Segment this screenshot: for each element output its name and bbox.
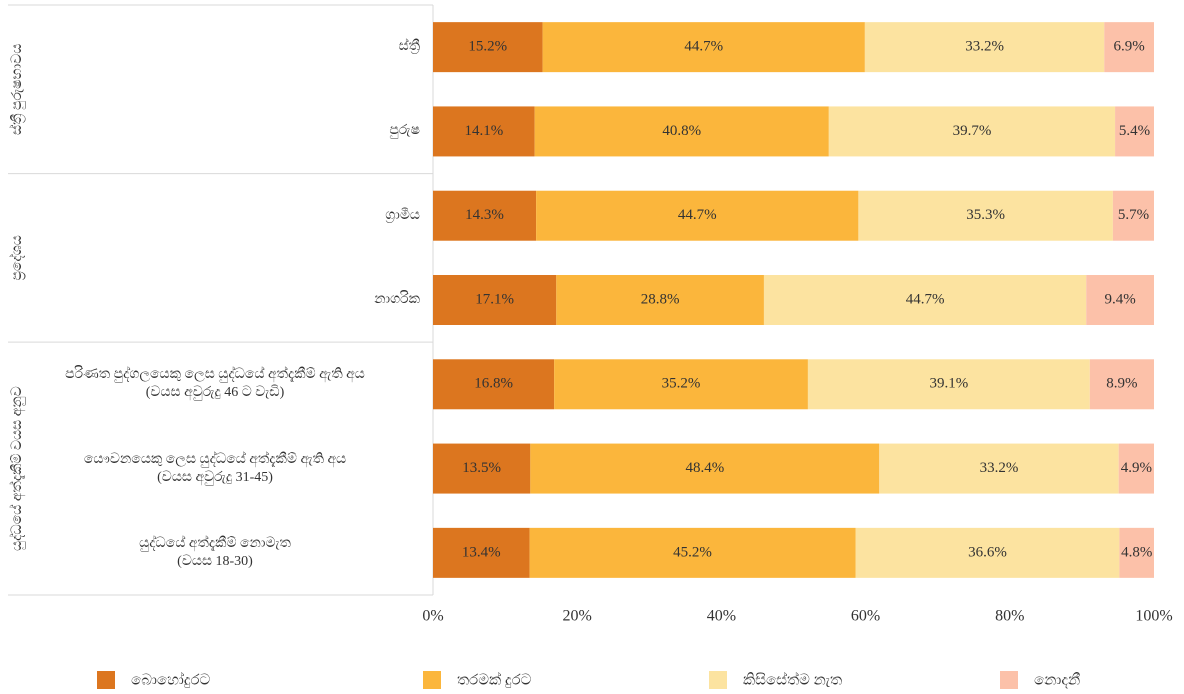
y-tick-label: ග්‍රාමීය	[385, 207, 420, 223]
value-label: 5.4%	[1119, 123, 1150, 139]
y-tick-label: යෞවනයෙකු ලෙස යුද්ධයේ අත්දැකීම් ඇති අය (ව…	[83, 451, 347, 485]
value-label: 14.1%	[464, 123, 503, 139]
bar-segment	[554, 359, 808, 410]
value-label: 40.8%	[662, 123, 701, 139]
y-tick-label: නාගරික	[374, 292, 420, 307]
bar-segment	[1104, 22, 1154, 73]
x-tick-label: 0%	[422, 608, 443, 625]
x-tick-label: 60%	[851, 608, 880, 625]
bar-segment	[1086, 275, 1154, 325]
value-label: 39.1%	[930, 376, 969, 392]
bar-segment	[828, 106, 1116, 157]
value-label: 44.7%	[684, 39, 723, 55]
y-tick-label: පුරුෂ	[389, 123, 420, 139]
value-label: 33.2%	[980, 460, 1019, 476]
legend-swatch	[1000, 671, 1018, 689]
y-tick-label: ස්ත්‍රී	[398, 39, 420, 55]
legend-label: තරමක් දුරට	[457, 670, 532, 688]
bar-segment	[542, 22, 865, 73]
bar-segment	[433, 22, 543, 73]
bar-segment	[858, 190, 1113, 241]
value-label: 17.1%	[475, 291, 514, 307]
bar-segment	[433, 190, 537, 241]
value-label: 44.7%	[906, 291, 945, 307]
value-label: 35.2%	[662, 376, 701, 392]
bar-segment	[807, 359, 1090, 410]
bar-segment	[1119, 527, 1154, 578]
value-label: 8.9%	[1106, 376, 1137, 392]
legend-swatch	[709, 671, 727, 689]
bar-segment	[1115, 106, 1154, 157]
value-label: 16.8%	[474, 376, 513, 392]
value-label: 13.4%	[462, 544, 501, 560]
bar-segment	[530, 443, 880, 494]
legend-swatch	[97, 671, 115, 689]
bar-segment	[1118, 443, 1154, 494]
value-label: 9.4%	[1104, 291, 1135, 307]
bar-segment	[536, 190, 859, 241]
bar-segment	[1089, 359, 1154, 410]
value-label: 5.7%	[1118, 207, 1149, 223]
group-label: ස්ත්‍රී පුරුෂභාවය	[9, 44, 26, 135]
value-label: 36.6%	[968, 544, 1007, 560]
bar-segment	[433, 359, 555, 410]
bar-segment	[556, 275, 764, 325]
value-label: 15.2%	[468, 39, 507, 55]
x-tick-label: 40%	[707, 608, 736, 625]
legend-label: බොහෝදුරට	[131, 670, 211, 688]
value-label: 33.2%	[965, 39, 1004, 55]
bar-segment	[433, 443, 531, 494]
value-label: 4.9%	[1121, 460, 1152, 476]
value-label: 45.2%	[673, 544, 712, 560]
bar-segment	[763, 275, 1087, 325]
bar-segment	[529, 527, 856, 578]
bar-segment	[855, 527, 1120, 578]
bar-segment	[433, 527, 530, 578]
bar-segment	[433, 106, 535, 157]
value-label: 6.9%	[1114, 39, 1145, 55]
bar-segment	[879, 443, 1119, 494]
group-label: ප්‍රදේශය	[9, 235, 26, 280]
legend-label: කිසිසේත්ම නැත	[743, 670, 842, 688]
value-label: 14.3%	[465, 207, 504, 223]
value-label: 39.7%	[953, 123, 992, 139]
bar-segment	[1112, 190, 1154, 241]
x-tick-label: 100%	[1135, 608, 1172, 625]
group-label: යුද්ධයේ අත්දැකීම් වයස අනුව	[9, 386, 26, 551]
value-label: 4.8%	[1121, 544, 1152, 560]
bar-segment	[864, 22, 1105, 73]
x-tick-label: 80%	[995, 608, 1024, 625]
value-label: 44.7%	[678, 207, 717, 223]
value-label: 48.4%	[685, 460, 724, 476]
value-label: 13.5%	[462, 460, 501, 476]
x-tick-label: 20%	[563, 608, 592, 625]
y-tick-label: පරිණත පුද්ගලයෙකු ලෙස යුද්ධයේ අත්දැකීම් ඇ…	[65, 367, 365, 401]
legend-label: නොදනී	[1034, 672, 1080, 688]
legend-swatch	[423, 671, 441, 689]
bar-segment	[534, 106, 829, 157]
bar-segment	[433, 275, 557, 325]
y-tick-label: යුද්ධයේ අත්දැකීම් නොමැත (වයස 18-30)	[139, 535, 291, 569]
value-label: 35.3%	[966, 207, 1005, 223]
value-label: 28.8%	[641, 291, 680, 307]
